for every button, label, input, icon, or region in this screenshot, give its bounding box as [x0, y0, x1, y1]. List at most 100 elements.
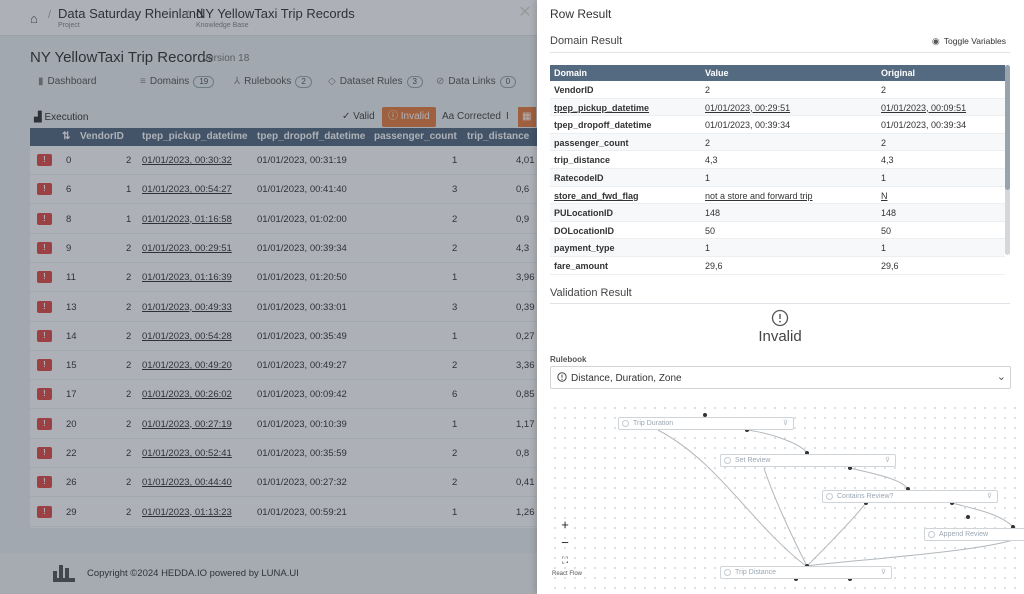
home-icon[interactable]: ⌂: [30, 11, 38, 26]
table-row[interactable]: ! 26 2 01/01/2023, 00:44:40 01/01/2023, 00:2…: [30, 468, 538, 498]
table-row[interactable]: ! 15 2 01/01/2023, 00:49:20 01/01/2023, 00:4…: [30, 351, 538, 381]
table-row[interactable]: ! 0 2 01/01/2023, 00:30:32 01/01/2023, 00:31…: [30, 146, 538, 175]
error-icon[interactable]: !: [37, 417, 52, 430]
shield-icon: ◇: [328, 76, 336, 87]
fit-view-button[interactable]: ⛶: [561, 555, 569, 565]
error-icon[interactable]: !: [37, 300, 52, 313]
tab-rulebooks[interactable]: ⅄ Rulebooks 2: [234, 76, 312, 88]
table-row[interactable]: ! 6 1 01/01/2023, 00:54:27 01/01/2023, 00:41…: [30, 175, 538, 205]
table-row[interactable]: ! 29 2 01/01/2023, 01:13:23 01/01/2023, 00:5…: [30, 498, 538, 527]
node-status-icon: [826, 493, 833, 500]
breadcrumb-knowledge-base[interactable]: NY YellowTaxi Trip Records Knowledge Bas…: [196, 6, 355, 29]
flow-node-append-review[interactable]: Append Review: [924, 528, 1024, 541]
passenger-cell: 3: [452, 301, 458, 313]
row-index: 14: [66, 330, 77, 342]
column-header[interactable]: passenger_count: [374, 131, 457, 142]
dropoff-cell: 01/01/2023, 00:39:34: [257, 242, 347, 254]
pickup-cell[interactable]: 01/01/2023, 01:16:39: [142, 272, 232, 284]
passenger-cell: 2: [452, 242, 458, 254]
close-icon[interactable]: ✕: [518, 4, 532, 21]
flow-node-contains-review[interactable]: Contains Review? ⊽: [822, 490, 998, 503]
error-icon[interactable]: !: [37, 329, 52, 342]
execution-bar: ▟ Execution ✓ Valid ⓘ Invalid Aa Correct…: [30, 106, 550, 128]
error-icon[interactable]: !: [37, 447, 52, 459]
table-row[interactable]: ! 22 2 01/01/2023, 00:52:41 01/01/2023, 00:3…: [30, 439, 538, 468]
alert-circle-icon: [557, 372, 567, 382]
domain-original: 01/01/2023, 00:09:51: [881, 102, 967, 113]
error-icon[interactable]: !: [37, 154, 52, 166]
domain-value: 2: [705, 137, 711, 148]
alert-icon: ⓘ: [388, 111, 398, 122]
flow-node-set-review[interactable]: Set Review ⊽: [720, 454, 896, 467]
table-row[interactable]: ! 14 2 01/01/2023, 00:54:28 01/01/2023, 00:3…: [30, 322, 538, 351]
row-index: 26: [66, 477, 77, 489]
pickup-cell[interactable]: 01/01/2023, 00:44:40: [142, 477, 232, 489]
toggle-variables-button[interactable]: ◉ Toggle Variables: [931, 36, 1006, 46]
zoom-in-button[interactable]: +: [561, 517, 569, 532]
tab-dataset-rules[interactable]: ◇ Dataset Rules 3: [328, 76, 423, 88]
pickup-cell[interactable]: 01/01/2023, 00:49:20: [142, 360, 232, 372]
pickup-cell[interactable]: 01/01/2023, 00:52:41: [142, 448, 232, 459]
table-row[interactable]: ! 9 2 01/01/2023, 00:29:51 01/01/2023, 00:39…: [30, 234, 538, 263]
table-row[interactable]: ! 20 2 01/01/2023, 00:27:19 01/01/2023, 00:1…: [30, 410, 538, 439]
react-flow-attribution[interactable]: React Flow: [552, 571, 583, 577]
filter-invalid-button[interactable]: ⓘ Invalid: [382, 107, 436, 127]
flow-node-trip-duration[interactable]: Trip Duration ⊽: [618, 417, 794, 430]
pickup-cell[interactable]: 01/01/2023, 00:29:51: [142, 242, 232, 254]
tab-data-links[interactable]: ⊘ Data Links 0: [436, 76, 517, 88]
bar-chart-icon: ▟: [34, 112, 42, 123]
flow-node-trip-distance[interactable]: Trip Distance ⊽: [720, 566, 892, 579]
pickup-cell[interactable]: 01/01/2023, 00:54:27: [142, 184, 232, 196]
error-icon[interactable]: !: [37, 271, 52, 284]
tab-domains[interactable]: ≡ Domains 19: [140, 76, 215, 88]
filter-icon: ⊽: [880, 569, 886, 576]
scrollbar-thumb[interactable]: [1005, 65, 1010, 190]
table-row[interactable]: ! 11 2 01/01/2023, 01:16:39 01/01/2023, 01:2…: [30, 263, 538, 293]
table-row[interactable]: ! 8 1 01/01/2023, 01:16:58 01/01/2023, 01:02…: [30, 205, 538, 234]
error-icon[interactable]: !: [37, 183, 52, 196]
pickup-cell[interactable]: 01/01/2023, 00:26:02: [142, 389, 232, 401]
domain-value: 148: [705, 208, 721, 219]
sort-icon[interactable]: ⇅: [62, 131, 71, 142]
rulebook-value: Distance, Duration, Zone: [571, 373, 682, 384]
pickup-cell[interactable]: 01/01/2023, 00:30:32: [142, 155, 232, 166]
column-header: Value: [705, 68, 729, 78]
column-header[interactable]: VendorID: [80, 131, 124, 142]
filter-icon: ⊽: [986, 493, 992, 500]
filter-separator: I: [506, 111, 509, 122]
filter-valid-button[interactable]: ✓ Valid: [342, 111, 375, 122]
count-badge: 3: [406, 76, 423, 88]
zoom-out-button[interactable]: −: [561, 535, 569, 550]
domain-original: 1: [881, 173, 887, 183]
error-icon[interactable]: !: [37, 476, 52, 489]
row-result-drawer: Row Result Domain Result ◉ Toggle Variabl…: [537, 0, 1024, 594]
domain-value: 01/01/2023, 00:39:34: [705, 120, 791, 131]
page-title: NY YellowTaxi Trip Records: [30, 49, 214, 66]
row-index: 8: [66, 213, 72, 225]
pickup-cell[interactable]: 01/01/2023, 00:49:33: [142, 301, 232, 313]
table-row[interactable]: ! 17 2 01/01/2023, 00:26:02 01/01/2023, 00:0…: [30, 380, 538, 410]
vendor-cell: 2: [126, 272, 132, 284]
column-header[interactable]: trip_distance: [467, 131, 530, 142]
domain-row: trip_distance 4,3 4,3: [550, 151, 1005, 169]
pickup-cell[interactable]: 01/01/2023, 00:27:19: [142, 418, 232, 430]
pickup-cell[interactable]: 01/01/2023, 00:54:28: [142, 330, 232, 342]
rulebook-select[interactable]: Distance, Duration, Zone ⌄: [550, 366, 1011, 389]
hedda-logo-icon: [53, 565, 75, 582]
rulebook-flow-canvas[interactable]: Trip Duration ⊽ Set Review ⊽ Contains Revi…: [550, 403, 1024, 594]
error-icon[interactable]: !: [37, 388, 52, 401]
error-icon[interactable]: !: [37, 212, 52, 225]
filter-corrected-button[interactable]: Aa Corrected: [442, 111, 501, 122]
pickup-cell[interactable]: 01/01/2023, 01:16:58: [142, 213, 232, 225]
error-icon[interactable]: !: [37, 241, 52, 254]
column-header[interactable]: tpep_pickup_datetime: [142, 131, 248, 142]
table-row[interactable]: ! 13 2 01/01/2023, 00:49:33 01/01/2023, 00:3…: [30, 293, 538, 322]
error-icon[interactable]: !: [37, 505, 52, 518]
tab-dashboard[interactable]: ▮ Dashboard: [38, 76, 97, 87]
table-header: Domain Value Original: [550, 65, 1005, 81]
pickup-cell[interactable]: 01/01/2023, 01:13:23: [142, 506, 232, 518]
column-header[interactable]: tpep_dropoff_datetime: [257, 131, 366, 142]
error-icon[interactable]: !: [37, 359, 52, 372]
columns-button[interactable]: ▦: [518, 107, 536, 127]
breadcrumb-project[interactable]: Data Saturday Rheinland Project: [58, 6, 204, 29]
